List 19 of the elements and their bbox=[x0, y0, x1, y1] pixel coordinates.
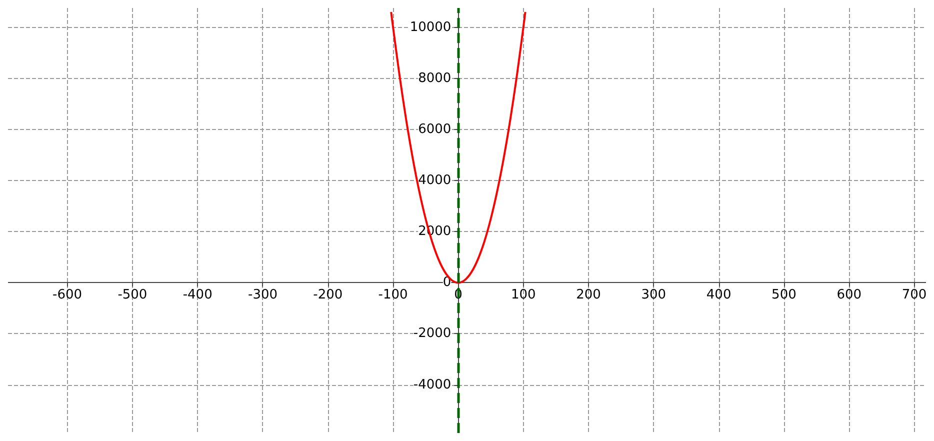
x-tick-label: 100 bbox=[510, 288, 536, 303]
x-tick-label: 200 bbox=[576, 288, 601, 303]
y-tick-label: -2000 bbox=[413, 326, 452, 342]
y-tick-label: -4000 bbox=[413, 377, 452, 392]
y-tick-label: 6000 bbox=[418, 122, 452, 137]
x-tick-label: -200 bbox=[313, 288, 343, 303]
x-tick-label: -100 bbox=[378, 288, 408, 303]
x-tick-label: 700 bbox=[902, 288, 927, 303]
x-tick-label: 600 bbox=[836, 288, 862, 303]
x-tick-label: 400 bbox=[706, 288, 732, 303]
y-tick-label: 8000 bbox=[418, 70, 452, 86]
x-tick-label: -400 bbox=[182, 288, 212, 303]
x-tick-label: 500 bbox=[772, 288, 796, 303]
x-tick-label: -500 bbox=[118, 288, 148, 303]
x-tick-label: -600 bbox=[52, 288, 82, 303]
x-tick-label: 300 bbox=[641, 288, 666, 303]
y-tick-label: 10000 bbox=[410, 20, 452, 35]
y-tick-label: 4000 bbox=[418, 173, 452, 188]
x-tick-label: -300 bbox=[248, 288, 278, 303]
